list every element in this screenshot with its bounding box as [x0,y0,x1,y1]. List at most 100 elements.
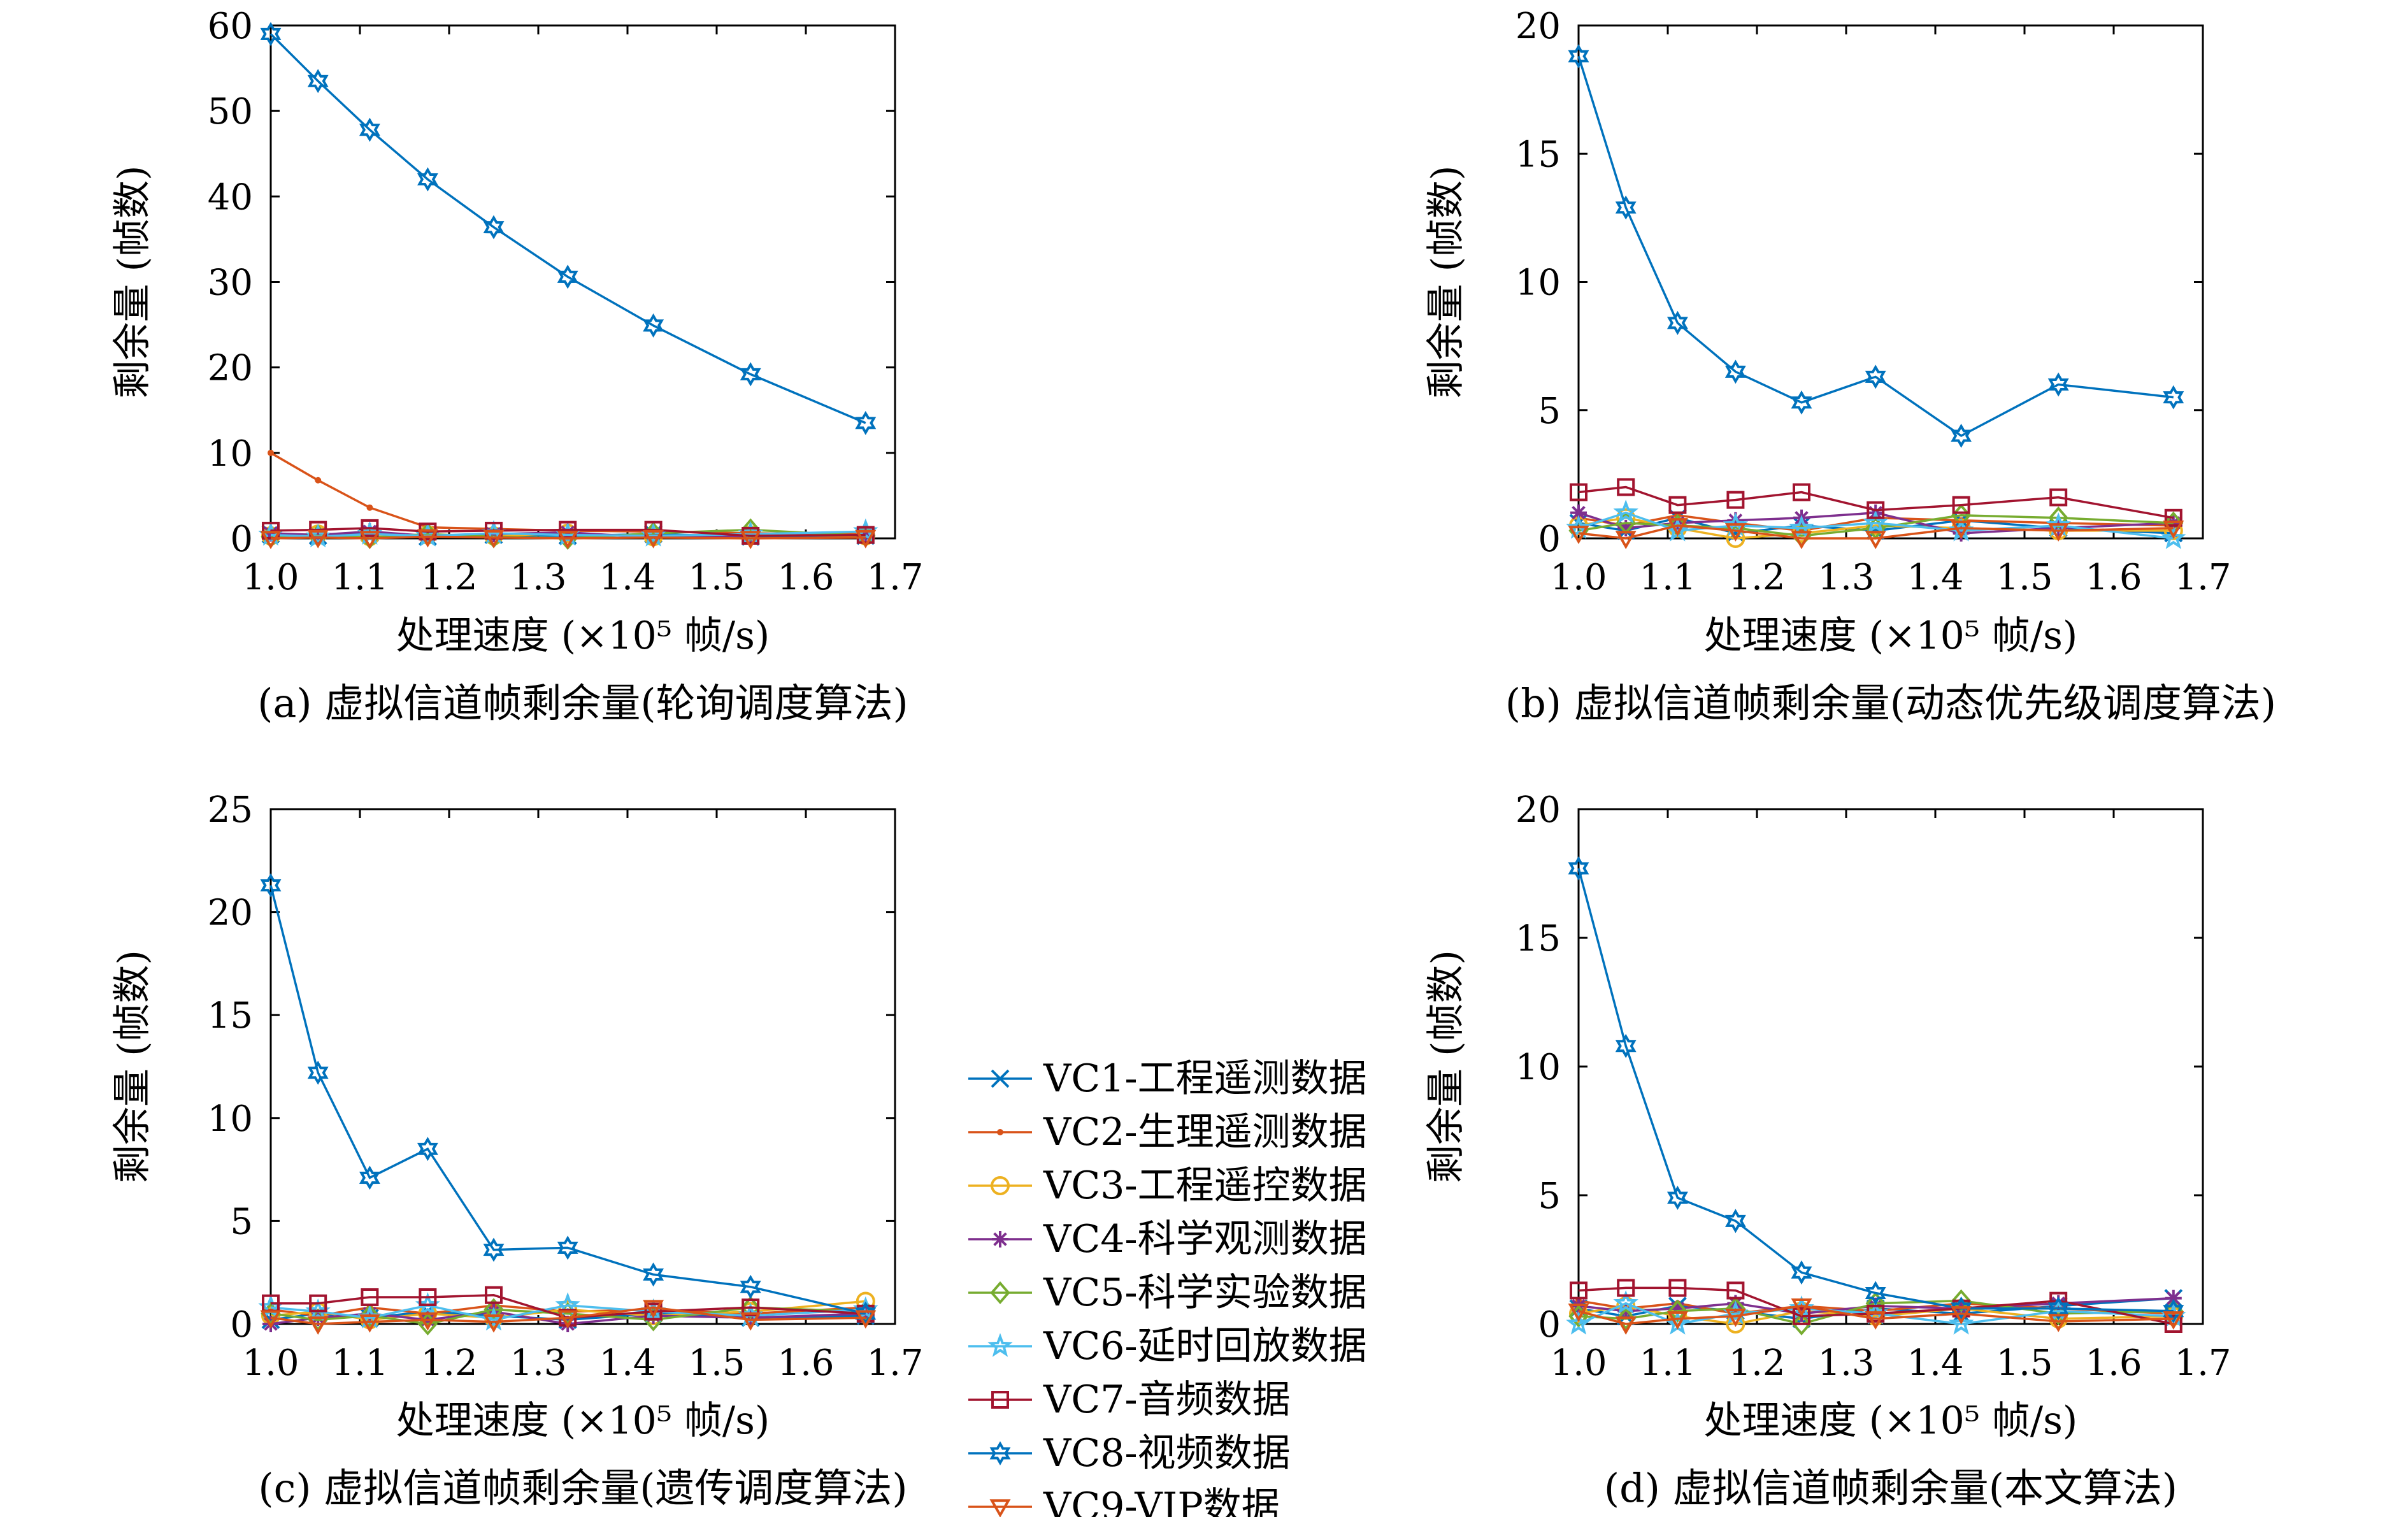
legend-marker [990,1281,1010,1305]
data-point [1617,1279,1635,1297]
data-point [1865,364,1886,389]
plot-frame [269,808,896,1325]
data-point [1666,1311,1688,1330]
x-tick-label: 1.7 [2174,1342,2231,1384]
data-point [1951,521,1972,539]
series-9 [260,1300,877,1335]
data-point [1726,1281,1745,1300]
data-point [1951,424,1972,448]
data-point [1791,390,1812,415]
x-tick-label: 1.0 [1550,557,1607,598]
data-point [1791,1312,1812,1336]
data-point [417,529,438,548]
data-point [1566,1311,1591,1335]
data-point [2047,1296,2069,1321]
legend-item: VC7-音频数据 [968,1377,1291,1422]
x-tick-label: 1.6 [2085,1342,2142,1384]
data-point [1724,359,1746,384]
x-tick-label: 1.7 [866,557,923,598]
data-point [1570,1281,1587,1300]
legend-marker [991,1391,1009,1409]
data-point [1568,44,1589,69]
data-point [417,167,438,192]
data-point [483,529,505,549]
data-point [1952,496,1970,514]
y-tick-label: 25 [208,789,253,831]
data-point [1616,1307,1636,1330]
x-tick-label: 1.0 [242,557,299,598]
data-point [1724,523,1746,542]
data-point [315,477,322,484]
data-point [855,1310,877,1329]
y-tick-label: 0 [1538,519,1561,560]
data-point [1666,1186,1688,1210]
legend-marker [989,1499,1011,1517]
data-point [1867,501,1885,519]
data-point [855,529,877,549]
data-point [557,1310,578,1329]
legend-marker [987,1333,1013,1357]
data-point [2165,1290,2182,1307]
data-point [2047,372,2069,397]
x-tick-label: 1.6 [2085,557,2142,598]
legend-marker [989,1441,1011,1466]
data-point [740,531,761,550]
data-point [1568,526,1589,544]
data-point [1666,518,1688,536]
data-point [1617,519,1635,536]
x-tick-label: 1.4 [1907,1342,1963,1384]
x-tick-label: 1.5 [688,1342,745,1384]
data-point [309,1294,327,1312]
y-tick-label: 0 [1538,1304,1561,1346]
legend-label: VC6-延时回放数据 [1043,1324,1367,1369]
panel-caption: (c) 虚拟信道帧剩余量(遗传调度算法) [258,1465,907,1511]
data-point [1570,504,1587,521]
series-line [1578,485,2174,519]
data-point [307,529,329,549]
series-line [1577,868,2174,1312]
data-point [1617,478,1635,496]
data-point [855,1301,877,1326]
data-point [307,1060,329,1085]
data-point [1566,515,1591,539]
y-tick-label: 50 [208,91,253,133]
y-axis-label: 剩余量 (帧数) [1424,166,1468,399]
data-point [1726,491,1745,509]
series-line [270,535,866,540]
data-point [1669,1300,1686,1317]
data-point [644,1302,663,1321]
legend-marker [991,1069,1010,1088]
data-point [2049,488,2068,507]
series-line [269,33,866,424]
data-point [307,69,329,94]
x-tick-label: 1.3 [1817,557,1874,598]
series-line [269,885,866,1315]
data-point [260,22,282,47]
data-point [1793,1307,1810,1325]
data-point [1613,500,1638,524]
x-tick-label: 1.2 [420,557,477,598]
x-tick-label: 1.2 [1728,1342,1785,1384]
panel-caption: (d) 虚拟信道帧剩余量(本文算法) [1604,1465,2177,1511]
series-line [270,1304,866,1321]
y-tick-label: 10 [208,1098,253,1140]
data-point [643,1300,664,1319]
x-tick-label: 1.1 [1639,557,1696,598]
legend-item: VC2-生理遥测数据 [968,1110,1367,1154]
legend-item: VC9-VIP数据 [968,1485,1280,1517]
data-point [2161,525,2186,549]
data-point [2163,1311,2184,1330]
data-point [1615,531,1637,550]
data-point [1668,1279,1687,1297]
y-tick-label: 20 [1516,789,1561,831]
legend-label: VC9-VIP数据 [1043,1485,1280,1517]
series-line [1578,1304,2174,1325]
data-point [260,531,282,550]
data-point [2163,385,2184,410]
series-line [1578,514,2174,537]
y-tick-label: 10 [208,433,253,475]
y-tick-label: 20 [1516,6,1561,47]
x-tick-label: 1.6 [777,1342,834,1384]
data-point [2163,1298,2184,1323]
